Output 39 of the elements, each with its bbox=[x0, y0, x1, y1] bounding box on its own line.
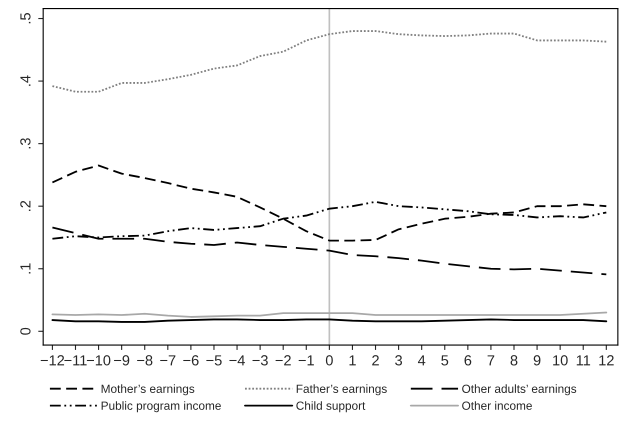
x-tick-label: −4 bbox=[229, 355, 245, 366]
x-tick-label: 0 bbox=[326, 355, 333, 366]
line-series bbox=[52, 30, 608, 93]
x-tick-label: 12 bbox=[599, 355, 614, 366]
y-tick-label: .1 bbox=[20, 263, 30, 274]
x-tick-label: −3 bbox=[252, 355, 268, 366]
y-tick-label: .5 bbox=[20, 13, 31, 24]
x-tick-label: −12 bbox=[40, 355, 64, 366]
y-tick-label: .4 bbox=[20, 75, 30, 86]
x-tick-label: −6 bbox=[183, 355, 199, 366]
x-tick-label: −7 bbox=[160, 355, 176, 366]
x-tick-label: −2 bbox=[276, 355, 291, 366]
line-series bbox=[52, 164, 608, 242]
x-tick-label: −10 bbox=[86, 355, 110, 366]
legend-label: Mother’s earnings bbox=[102, 384, 194, 396]
x-tick-label: 9 bbox=[534, 355, 540, 366]
x-tick-label: −9 bbox=[114, 355, 130, 366]
legend-label: Child support bbox=[296, 401, 366, 412]
y-tick-label: .3 bbox=[20, 138, 31, 148]
legend-label: Other income bbox=[462, 401, 532, 410]
x-tick-label: 4 bbox=[418, 355, 426, 366]
legend-label: Public program income bbox=[102, 401, 221, 412]
x-tick-label: 5 bbox=[441, 355, 448, 366]
x-tick-label: −11 bbox=[64, 355, 87, 366]
x-tick-label: 11 bbox=[576, 355, 590, 366]
x-tick-label: −5 bbox=[206, 355, 222, 366]
y-tick-label: .2 bbox=[20, 200, 30, 211]
x-tick-label: 7 bbox=[488, 355, 494, 366]
y-tick-label: 0 bbox=[20, 328, 31, 335]
x-tick-label: 2 bbox=[372, 355, 379, 366]
x-tick-label: 6 bbox=[464, 355, 472, 366]
x-tick-label: −1 bbox=[298, 355, 314, 366]
x-tick-label: −8 bbox=[137, 355, 152, 366]
legend-label: Father’s earnings bbox=[296, 384, 387, 396]
x-tick-label: 1 bbox=[350, 355, 356, 366]
x-tick-label: 3 bbox=[395, 355, 402, 366]
x-tick-label: 8 bbox=[510, 355, 518, 366]
x-tick-label: 10 bbox=[553, 355, 568, 366]
legend-label: Other adults’ earnings bbox=[462, 384, 576, 396]
